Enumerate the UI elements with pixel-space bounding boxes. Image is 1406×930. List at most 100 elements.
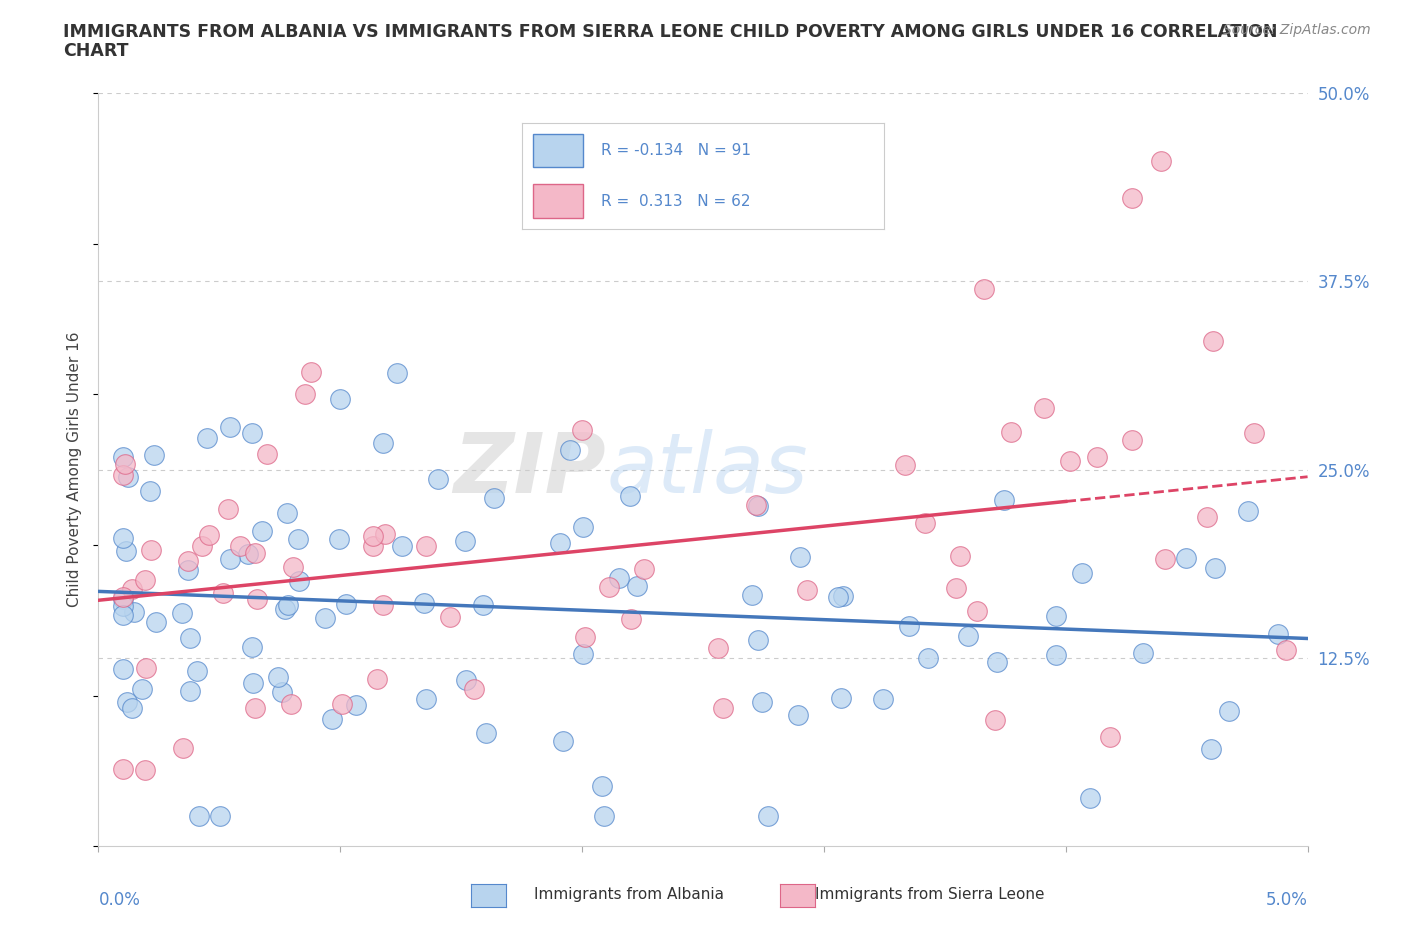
Point: [830, 691, 852, 706]
Point: [591, 778, 613, 793]
Text: Immigrants from Sierra Leone: Immigrants from Sierra Leone: [815, 887, 1045, 902]
Point: [572, 646, 595, 661]
Point: [949, 549, 972, 564]
Point: [246, 592, 269, 607]
Point: [789, 550, 811, 565]
Point: [371, 435, 394, 450]
Point: [366, 671, 388, 686]
Point: [872, 691, 894, 706]
Point: [190, 538, 212, 553]
Point: [1175, 551, 1198, 565]
Point: [1059, 454, 1081, 469]
Point: [472, 598, 495, 613]
Point: [314, 610, 336, 625]
Point: [256, 446, 278, 461]
Point: [219, 419, 242, 434]
Point: [294, 386, 316, 401]
Point: [179, 631, 201, 645]
Point: [142, 447, 165, 462]
Point: [287, 532, 309, 547]
Point: [745, 498, 768, 512]
Point: [211, 585, 233, 600]
Point: [177, 554, 200, 569]
Point: [966, 604, 988, 618]
Point: [1202, 334, 1225, 349]
Point: [1150, 153, 1173, 168]
Text: CHART: CHART: [63, 42, 129, 60]
Point: [373, 598, 395, 613]
Point: [277, 597, 299, 612]
Point: [283, 560, 305, 575]
Point: [124, 604, 146, 619]
Point: [1132, 645, 1154, 660]
Point: [983, 712, 1005, 727]
Point: [335, 596, 357, 611]
Point: [217, 502, 239, 517]
Point: [607, 570, 630, 585]
Point: [956, 629, 979, 644]
Point: [288, 574, 311, 589]
Text: 5.0%: 5.0%: [1265, 892, 1308, 910]
Point: [218, 551, 240, 566]
Point: [1121, 191, 1143, 206]
Point: [439, 609, 461, 624]
Point: [551, 734, 574, 749]
Point: [131, 682, 153, 697]
Point: [145, 614, 167, 629]
Point: [1218, 704, 1240, 719]
Point: [111, 590, 134, 604]
Point: [186, 663, 208, 678]
Point: [1000, 425, 1022, 440]
Point: [172, 605, 194, 620]
Text: atlas: atlas: [606, 429, 808, 511]
Point: [274, 602, 297, 617]
Point: [454, 672, 477, 687]
Point: [195, 431, 218, 445]
Point: [427, 472, 450, 486]
Point: [832, 589, 855, 604]
Point: [917, 650, 939, 665]
Point: [270, 684, 292, 699]
Point: [827, 590, 849, 604]
Point: [574, 630, 596, 644]
Point: [321, 711, 343, 726]
Point: [619, 488, 641, 503]
Point: [111, 450, 134, 465]
Point: [412, 595, 434, 610]
Point: [176, 563, 198, 578]
Point: [299, 365, 322, 379]
Point: [111, 762, 134, 777]
Point: [111, 530, 134, 545]
Point: [548, 536, 571, 551]
Point: [1154, 551, 1177, 566]
Point: [1121, 432, 1143, 447]
Point: [415, 691, 437, 706]
Text: IMMIGRANTS FROM ALBANIA VS IMMIGRANTS FROM SIERRA LEONE CHILD POVERTY AMONG GIRL: IMMIGRANTS FROM ALBANIA VS IMMIGRANTS FR…: [63, 23, 1278, 41]
Point: [898, 618, 921, 633]
Point: [893, 458, 915, 472]
Point: [747, 498, 769, 513]
Point: [593, 809, 616, 824]
Point: [134, 763, 156, 777]
Text: Source: ZipAtlas.com: Source: ZipAtlas.com: [1223, 23, 1371, 37]
Point: [172, 741, 194, 756]
Point: [111, 661, 134, 676]
Point: [242, 675, 264, 690]
Point: [134, 572, 156, 587]
Point: [114, 457, 136, 472]
Point: [243, 701, 266, 716]
Point: [620, 612, 643, 627]
Point: [973, 282, 995, 297]
Point: [560, 443, 582, 458]
Text: ZIP: ZIP: [454, 429, 606, 511]
Point: [121, 700, 143, 715]
Point: [1045, 647, 1067, 662]
Point: [993, 493, 1015, 508]
Point: [141, 543, 163, 558]
Point: [1199, 741, 1222, 756]
Point: [276, 506, 298, 521]
Point: [1033, 401, 1056, 416]
Y-axis label: Child Poverty Among Girls Under 16: Child Poverty Among Girls Under 16: [67, 332, 83, 607]
Point: [1085, 449, 1108, 464]
Point: [385, 366, 408, 381]
